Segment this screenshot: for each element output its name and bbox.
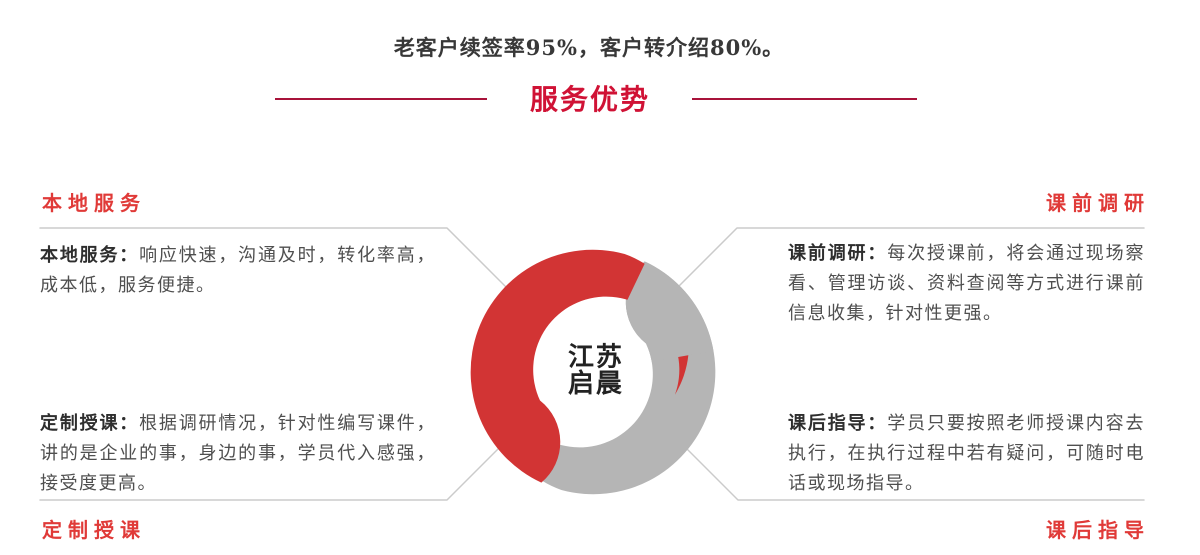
connector-top-left [39,227,531,312]
logo-gray-overlap [593,261,716,372]
logo-text-line1: 江苏 [568,341,624,371]
logo-red-ring [470,249,689,483]
connector-top-right [654,227,1145,311]
connector-bottom-left [39,414,533,501]
logo-text-line2: 启晨 [568,368,624,398]
company-logo: 江苏 启晨 [470,249,716,495]
connector-bottom-right [655,417,1145,501]
